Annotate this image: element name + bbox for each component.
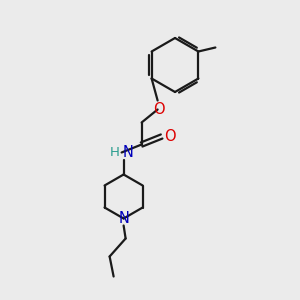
Text: N: N bbox=[123, 145, 134, 160]
Text: O: O bbox=[165, 129, 176, 144]
Text: H: H bbox=[110, 146, 120, 159]
Text: N: N bbox=[118, 211, 129, 226]
Text: O: O bbox=[153, 101, 164, 116]
